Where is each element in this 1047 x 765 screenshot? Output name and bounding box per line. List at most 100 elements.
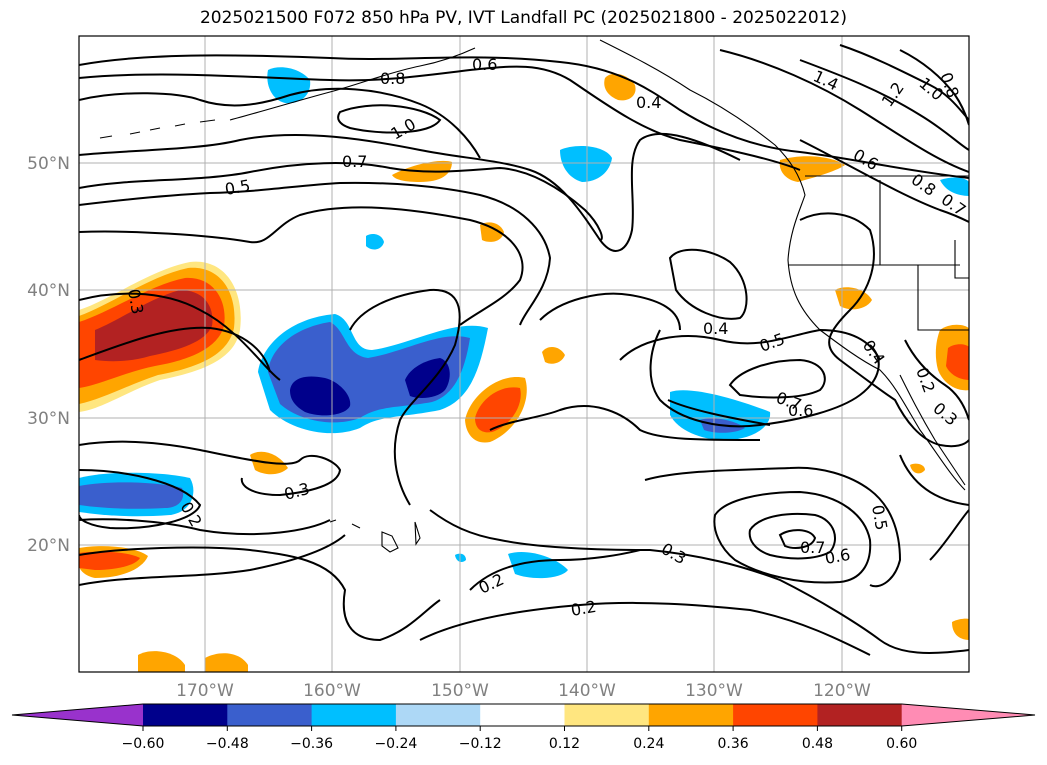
contour-line [799, 139, 969, 223]
colorbar-segment [817, 704, 903, 726]
map-gridlines [79, 36, 969, 672]
lat-label: 30°N [27, 409, 70, 429]
contour-label: 0.4 [703, 319, 728, 338]
colorbar-segment [480, 704, 565, 726]
lon-label: 150°W [431, 681, 489, 701]
colorbar-segment [564, 704, 650, 726]
contour-line [79, 534, 346, 586]
lat-label: 20°N [27, 536, 70, 556]
contour-label: 0.2 [476, 570, 507, 598]
contour-line [719, 49, 969, 173]
pv-negative-region [560, 146, 612, 182]
contour-line [79, 65, 801, 171]
contour-line [839, 44, 969, 121]
contour-label: 0.3 [658, 539, 690, 568]
contour-label: 0.7 [800, 538, 825, 557]
contour-labels: 0.8 0.6 1.4 1.2 1.0 0.8 0.4 1.0 0.6 0.8 … [124, 55, 969, 620]
contour-line [899, 49, 969, 126]
pv-negative-region [267, 67, 311, 104]
contour-line [79, 132, 741, 252]
colorbar-tick-label: 0.60 [886, 736, 917, 752]
contour-line [429, 509, 969, 654]
lon-label: 140°W [558, 681, 616, 701]
pv-positive-region [475, 387, 521, 433]
contour-label: 0.6 [823, 545, 851, 568]
canada-coast [599, 39, 966, 491]
contour-line [799, 212, 969, 448]
contour-label: 0.3 [282, 479, 312, 504]
contour-label: 0.6 [850, 145, 882, 174]
alaska-coast [229, 47, 476, 121]
contour-label: 0.5 [223, 176, 251, 199]
pv-negative-region [405, 358, 450, 398]
lat-label: 50°N [27, 154, 70, 174]
pv-positive-region [205, 653, 248, 672]
colorbar-tick-label: 0.12 [549, 736, 580, 752]
pv-positive-region [542, 346, 565, 364]
lon-label: 170°W [176, 681, 234, 701]
contour-line [79, 206, 524, 326]
contour-line [644, 466, 902, 588]
pv-positive-region [138, 651, 185, 672]
lon-label: 120°W [813, 681, 871, 701]
contour-label: 0.8 [380, 69, 405, 88]
contour-line [79, 292, 281, 381]
contour-line [79, 440, 342, 497]
contour-line [668, 248, 748, 320]
pv-negative-region [508, 551, 568, 579]
contour-line [748, 512, 836, 560]
colorbar-segment [227, 704, 313, 726]
longitude-labels: 170°W 160°W 150°W 140°W 130°W 120°W [176, 681, 871, 701]
contour-label: 0.6 [788, 401, 813, 420]
pv-positive-region [779, 156, 845, 182]
contour-line [79, 469, 202, 530]
colorbar-segment [143, 704, 228, 726]
contour-line [349, 288, 461, 506]
contour-label: 0.5 [757, 329, 787, 356]
contour-label: 0.2 [569, 597, 597, 620]
hawaii-islands [329, 519, 421, 553]
colorbar-tick-label: −0.36 [290, 736, 333, 752]
contour-line [419, 601, 871, 656]
contour-line [619, 328, 881, 361]
colorbar-segment [648, 704, 734, 726]
pv-negative-region [366, 234, 384, 250]
contour-line [713, 490, 872, 584]
coastlines [99, 39, 969, 553]
contour-line [79, 54, 969, 179]
colorbar-tick-label: 0.24 [633, 736, 664, 752]
lat-label: 40°N [27, 281, 70, 301]
lon-label: 160°W [303, 681, 361, 701]
contour-line [728, 358, 826, 399]
aleutian-islands [99, 119, 216, 139]
contour-label: 0.2 [912, 365, 939, 395]
colorbar-tick-label: −0.24 [374, 736, 417, 752]
contour-line [929, 509, 969, 561]
colorbar-segment [311, 704, 397, 726]
colorbar-tick-label: −0.60 [122, 736, 165, 752]
contour-line [667, 399, 771, 426]
contour-label: 0.5 [868, 503, 891, 531]
lon-label: 130°W [685, 681, 743, 701]
baja-coast [899, 374, 966, 486]
contour-line [539, 292, 681, 331]
colorbar-tick-label: −0.12 [459, 736, 502, 752]
contour-line [649, 329, 880, 428]
pv-positive-region [480, 222, 504, 242]
pv-negative-region [290, 376, 351, 416]
pv-positive-region [952, 618, 969, 640]
contour-label: 1.0 [388, 114, 420, 143]
contour-line [79, 87, 481, 159]
contour-line [79, 518, 331, 536]
colorbar-tick-label: −0.48 [206, 736, 249, 752]
pv-positive-region [946, 344, 969, 380]
contour-line [79, 181, 552, 326]
map-frame [78, 35, 970, 673]
contour-label: 0.7 [342, 152, 367, 171]
pv-negative-region [940, 177, 969, 196]
pv-positive-region [604, 73, 636, 101]
contour-line [79, 546, 441, 642]
contour-label: 0.6 [472, 55, 497, 74]
contour-label: 0.3 [929, 399, 961, 430]
